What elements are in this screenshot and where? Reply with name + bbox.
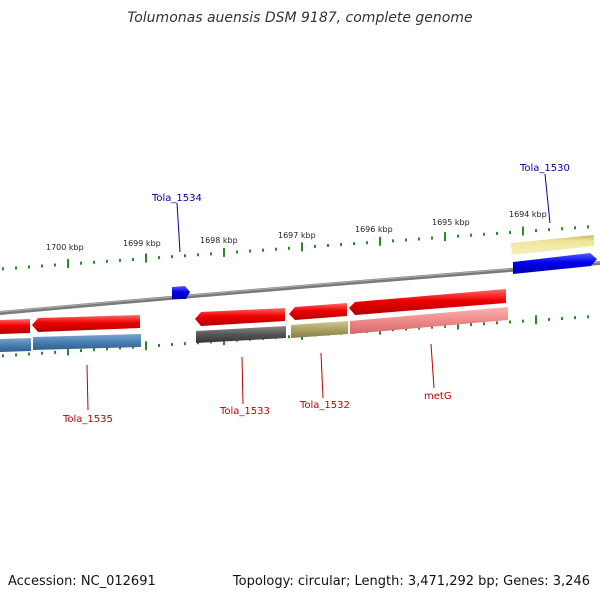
gene-feature[interactable] bbox=[511, 235, 594, 255]
tick-label: 1695 kbp bbox=[432, 218, 470, 227]
genome-backbone bbox=[0, 261, 600, 315]
tick-label: 1699 kbp bbox=[123, 239, 161, 248]
map-title: Tolumonas auensis DSM 9187, complete gen… bbox=[127, 10, 473, 26]
gene-feature[interactable] bbox=[291, 321, 348, 338]
label-leader bbox=[241, 356, 244, 405]
gene-feature[interactable] bbox=[196, 326, 286, 343]
gene-feature[interactable] bbox=[0, 338, 31, 352]
gene-feature[interactable] bbox=[172, 286, 190, 299]
label-leader bbox=[430, 343, 435, 389]
gene-label[interactable]: Tola_1534 bbox=[151, 193, 202, 204]
tick-label: 1697 kbp bbox=[278, 231, 316, 240]
cds-feature[interactable] bbox=[32, 315, 140, 332]
gene-label[interactable]: Tola_1535 bbox=[62, 414, 113, 425]
cds-feature[interactable] bbox=[349, 289, 506, 315]
cds-feature[interactable] bbox=[289, 303, 347, 320]
gene-feature[interactable] bbox=[350, 307, 508, 334]
genome-summary: Topology: circular; Length: 3,471,292 bp… bbox=[232, 574, 590, 589]
cds-feature[interactable] bbox=[513, 253, 597, 274]
gene-label[interactable]: metG bbox=[424, 391, 452, 402]
cds-feature[interactable] bbox=[0, 319, 30, 334]
label-leader bbox=[86, 364, 89, 411]
label-leader bbox=[320, 352, 324, 399]
gene-label[interactable]: Tola_1532 bbox=[299, 400, 350, 411]
accession-text: Accession: NC_012691 bbox=[8, 574, 156, 589]
label-leader bbox=[176, 202, 181, 253]
tick-label: 1698 kbp bbox=[200, 236, 238, 245]
tick-label: 1700 kbp bbox=[46, 243, 84, 252]
gene-label[interactable]: Tola_1530 bbox=[519, 163, 570, 174]
cds-feature[interactable] bbox=[195, 308, 285, 326]
gene-feature[interactable] bbox=[33, 334, 141, 350]
tick-label: 1694 kbp bbox=[509, 210, 547, 219]
upper-ruler bbox=[2, 225, 589, 271]
gene-label[interactable]: Tola_1533 bbox=[219, 406, 270, 417]
tick-label: 1696 kbp bbox=[355, 225, 393, 234]
label-leader bbox=[544, 173, 551, 224]
